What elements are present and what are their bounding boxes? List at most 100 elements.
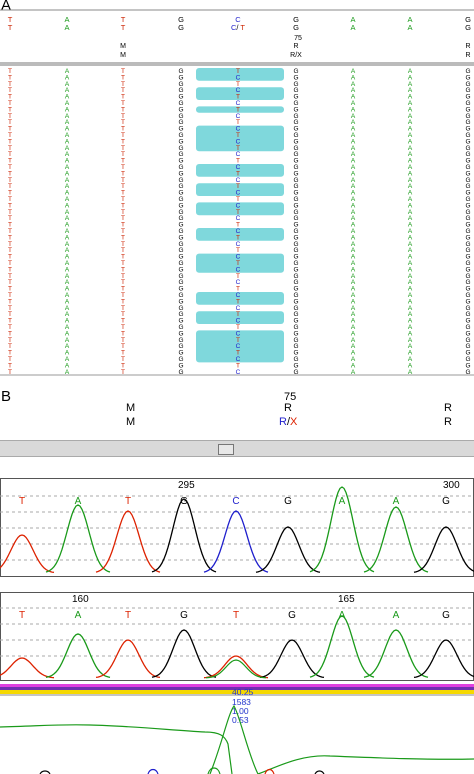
alignment-base: T <box>121 170 125 177</box>
alignment-base: T <box>121 145 125 152</box>
panel-b-row1-r: R <box>284 402 292 414</box>
trace-peak <box>309 486 375 573</box>
variant-base: C <box>236 330 241 337</box>
alignment-base: G <box>465 286 470 293</box>
header-base: A <box>350 15 355 24</box>
alignment-base: G <box>178 273 183 280</box>
alignment-base: T <box>8 209 12 216</box>
alignment-base: T <box>121 81 125 88</box>
panel-b-row2-r-right: R <box>444 416 452 428</box>
alignment-base: T <box>121 94 125 101</box>
chromatogram-1: 295 300 T A T G C G A A G <box>0 478 474 577</box>
alignment-base: G <box>293 183 298 190</box>
alignment-base: G <box>293 350 298 357</box>
alignment-base: A <box>351 330 356 337</box>
variant-highlight <box>196 87 284 100</box>
alignment-base: G <box>178 158 183 165</box>
alignment-base: G <box>293 164 298 171</box>
alignment-base: A <box>351 356 356 363</box>
alignment-base: T <box>121 215 125 222</box>
alignment-base: A <box>408 330 413 337</box>
alignment-base: T <box>8 350 12 357</box>
variant-base: C <box>236 228 241 235</box>
alignment-base: G <box>465 100 470 107</box>
alignment-base: T <box>8 343 12 350</box>
trace-peak <box>203 655 269 679</box>
alignment-base: A <box>408 350 413 357</box>
variant-highlight <box>196 202 284 216</box>
alignment-base: A <box>65 106 70 113</box>
trace-peak <box>413 639 474 679</box>
alignment-base: A <box>408 266 413 273</box>
difference-panel: 40.25 1583 1.00 0.53 <box>0 684 474 774</box>
alignment-base: G <box>293 215 298 222</box>
alignment-base: G <box>178 330 183 337</box>
alignment-base: G <box>293 170 298 177</box>
alignment-base: A <box>408 68 413 75</box>
alignment-base: A <box>65 292 70 299</box>
alignment-base: T <box>8 369 12 376</box>
header-base: G <box>178 23 184 32</box>
scrollbar-thumb[interactable] <box>218 444 234 455</box>
variant-base: C <box>236 215 241 222</box>
base-call: A <box>75 496 82 507</box>
ambiguity-code: M <box>120 52 126 59</box>
variant-base: C <box>236 292 241 299</box>
alignment-base: T <box>8 81 12 88</box>
variant-base: T <box>236 209 240 216</box>
alignment-base: A <box>65 158 70 165</box>
alignment-base: G <box>465 279 470 286</box>
trace-position-right: 300 <box>443 480 460 491</box>
difference-trace-tail <box>257 755 474 774</box>
alignment-base: A <box>351 343 356 350</box>
alignment-base: A <box>351 164 356 171</box>
alignment-base: G <box>465 183 470 190</box>
header-base: A <box>407 23 412 32</box>
variant-highlight <box>196 164 284 177</box>
alignment-base: G <box>293 324 298 331</box>
secondary-peak <box>205 659 267 679</box>
panel-b-row2-rx: R/X <box>279 416 297 428</box>
alignment-base: T <box>8 183 12 190</box>
alignment-base: A <box>351 273 356 280</box>
trace-position-right: 165 <box>338 594 355 605</box>
alignment-base: A <box>408 222 413 229</box>
alignment-base: G <box>293 132 298 139</box>
alignment-base: T <box>121 164 125 171</box>
alignment-base: G <box>178 68 183 75</box>
base-call: G <box>288 610 296 621</box>
alignment-base: A <box>65 113 70 120</box>
alignment-base: G <box>465 266 470 273</box>
variant-base: C <box>236 318 241 325</box>
alignment-base: G <box>465 254 470 261</box>
horizontal-scrollbar[interactable] <box>0 440 474 457</box>
alignment-base: T <box>121 87 125 94</box>
alignment-base: T <box>121 324 125 331</box>
alignment-base: A <box>351 350 356 357</box>
header-base: G <box>293 23 299 32</box>
alignment-base: T <box>121 113 125 120</box>
alignment-base: A <box>408 81 413 88</box>
alignment-base: T <box>8 247 12 254</box>
alignment-base: A <box>408 273 413 280</box>
alignment-base: A <box>408 100 413 107</box>
alignment-base: G <box>465 298 470 305</box>
alignment-base: A <box>351 324 356 331</box>
alignment-base: G <box>293 202 298 209</box>
alignment-base: A <box>65 100 70 107</box>
alignment-base: G <box>178 151 183 158</box>
alignment-base: T <box>121 158 125 165</box>
alignment-base: A <box>65 343 70 350</box>
alignment-base: T <box>121 350 125 357</box>
alignment-base: T <box>121 222 125 229</box>
header-base: T <box>121 15 126 24</box>
alignment-base: G <box>465 209 470 216</box>
alignment-base: G <box>293 209 298 216</box>
stat-value-1: 40.25 <box>232 687 254 697</box>
alignment-base: A <box>408 369 413 376</box>
alignment-base: T <box>121 138 125 145</box>
alignment-base: G <box>178 113 183 120</box>
alignment-base: A <box>351 215 356 222</box>
variant-base: C <box>236 126 241 133</box>
